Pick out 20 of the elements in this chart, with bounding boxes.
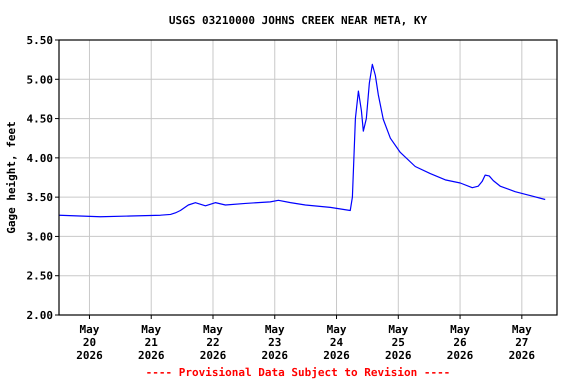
x-tick-label: May 27 2026: [508, 323, 536, 362]
x-tick-label: May 24 2026: [323, 323, 350, 362]
x-tick-label: May 25 2026: [385, 323, 412, 362]
y-tick-label: 5.00: [26, 73, 53, 86]
x-tick-label: May 21 2026: [138, 323, 165, 362]
y-tick-label: 3.00: [26, 230, 53, 244]
y-tick-label: 2.00: [26, 309, 53, 322]
x-tick-label: May 22 2026: [200, 323, 227, 362]
y-axis-title: Gage height, feet: [5, 121, 18, 234]
y-tick-label: 5.50: [26, 34, 53, 47]
chart-title: USGS 03210000 JOHNS CREEK NEAR META, KY: [168, 14, 428, 27]
x-tick-label: May 20 2026: [76, 323, 104, 362]
y-tick-label: 3.50: [26, 191, 53, 204]
x-tick-label: May 23 2026: [262, 323, 288, 362]
y-tick-label: 4.00: [26, 152, 53, 165]
line-series: [58, 64, 546, 218]
y-tick-label: 4.50: [26, 112, 53, 126]
y-tick-label: 2.50: [26, 270, 53, 283]
x-tick-label: May 26 2026: [446, 323, 474, 362]
text: ---- Provisional Data Subject to Revision ----: [146, 366, 450, 379]
